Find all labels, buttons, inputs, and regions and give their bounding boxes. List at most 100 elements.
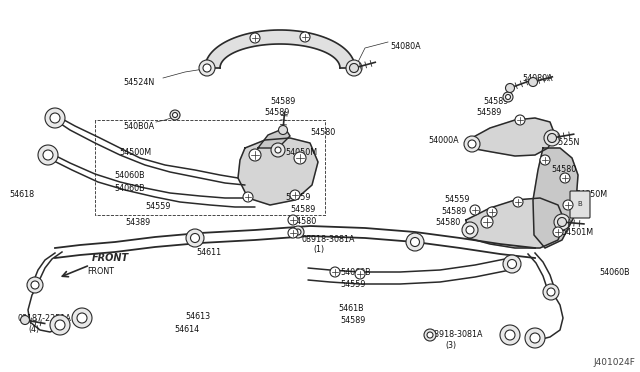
Text: (1): (1) xyxy=(313,245,324,254)
Circle shape xyxy=(77,313,87,323)
Text: 54589: 54589 xyxy=(264,108,290,117)
Text: FRONT: FRONT xyxy=(92,253,129,263)
Text: 54050M: 54050M xyxy=(575,190,607,199)
Circle shape xyxy=(557,218,566,227)
Text: 54613: 54613 xyxy=(185,312,210,321)
Text: (4): (4) xyxy=(28,325,39,334)
Circle shape xyxy=(547,288,555,296)
Circle shape xyxy=(464,136,480,152)
Circle shape xyxy=(424,329,436,341)
Circle shape xyxy=(346,60,362,76)
Text: 54559: 54559 xyxy=(445,195,470,204)
Circle shape xyxy=(558,218,566,226)
Circle shape xyxy=(43,150,53,160)
Text: 54000A: 54000A xyxy=(428,136,459,145)
Circle shape xyxy=(508,260,516,269)
Circle shape xyxy=(548,134,556,142)
Text: 54060B: 54060B xyxy=(340,268,371,277)
Circle shape xyxy=(292,226,304,238)
Circle shape xyxy=(173,112,177,118)
Circle shape xyxy=(27,277,43,293)
Text: 54060B: 54060B xyxy=(115,184,145,193)
Text: 54559: 54559 xyxy=(285,193,310,202)
Text: 54589: 54589 xyxy=(271,97,296,106)
Text: 5461B: 5461B xyxy=(338,304,364,313)
Circle shape xyxy=(481,216,493,228)
Text: 54580: 54580 xyxy=(436,218,461,227)
Text: 54080A: 54080A xyxy=(390,42,420,51)
Circle shape xyxy=(55,320,65,330)
Text: 54559: 54559 xyxy=(340,280,365,289)
Circle shape xyxy=(506,94,511,99)
Text: 54524N: 54524N xyxy=(124,78,155,87)
Text: 54618: 54618 xyxy=(9,190,34,199)
Circle shape xyxy=(278,125,287,135)
Circle shape xyxy=(186,229,204,247)
Circle shape xyxy=(547,134,557,142)
Circle shape xyxy=(515,115,525,125)
Circle shape xyxy=(38,145,58,165)
Circle shape xyxy=(249,149,261,161)
Text: 540B0A: 540B0A xyxy=(123,122,154,131)
Circle shape xyxy=(513,197,523,207)
Circle shape xyxy=(554,214,570,230)
Text: 54525N: 54525N xyxy=(548,138,579,147)
Circle shape xyxy=(530,333,540,343)
Text: 54614: 54614 xyxy=(174,325,199,334)
Circle shape xyxy=(506,83,515,93)
Circle shape xyxy=(350,64,358,72)
Circle shape xyxy=(300,32,310,42)
Circle shape xyxy=(290,190,300,200)
Circle shape xyxy=(529,77,538,87)
Circle shape xyxy=(72,308,92,328)
Polygon shape xyxy=(533,148,578,248)
Text: 08918-3081A: 08918-3081A xyxy=(430,330,483,339)
FancyBboxPatch shape xyxy=(570,191,590,218)
Circle shape xyxy=(427,332,433,338)
Circle shape xyxy=(45,108,65,128)
Circle shape xyxy=(355,269,365,279)
Circle shape xyxy=(199,60,215,76)
Text: 08187-2251A: 08187-2251A xyxy=(18,314,72,323)
Text: 54580: 54580 xyxy=(551,165,576,174)
Text: 54559: 54559 xyxy=(145,202,171,211)
Circle shape xyxy=(525,328,545,348)
Circle shape xyxy=(487,207,497,217)
Circle shape xyxy=(50,315,70,335)
Text: 54589: 54589 xyxy=(442,207,467,216)
Circle shape xyxy=(330,267,340,277)
Circle shape xyxy=(470,205,480,215)
Circle shape xyxy=(410,237,419,247)
Text: 54060B: 54060B xyxy=(115,171,145,180)
Text: 54500M: 54500M xyxy=(120,148,152,157)
Circle shape xyxy=(503,92,513,102)
Polygon shape xyxy=(466,198,565,248)
Text: 54580: 54580 xyxy=(310,128,335,137)
Circle shape xyxy=(250,33,260,43)
Circle shape xyxy=(349,64,358,73)
Polygon shape xyxy=(205,30,355,68)
Circle shape xyxy=(505,330,515,340)
Text: 54501M: 54501M xyxy=(561,228,593,237)
Text: 54580: 54580 xyxy=(291,217,316,226)
Circle shape xyxy=(462,222,478,238)
Circle shape xyxy=(563,200,573,210)
Circle shape xyxy=(288,228,298,238)
Circle shape xyxy=(543,284,559,300)
Text: 54611: 54611 xyxy=(196,248,221,257)
Circle shape xyxy=(553,227,563,237)
Circle shape xyxy=(466,226,474,234)
Text: J401024F: J401024F xyxy=(593,358,635,367)
Text: 54589: 54589 xyxy=(340,316,365,325)
Circle shape xyxy=(20,315,29,324)
Circle shape xyxy=(243,192,253,202)
Text: 54080A: 54080A xyxy=(522,74,552,83)
Text: (3): (3) xyxy=(445,341,456,350)
Circle shape xyxy=(294,152,306,164)
Polygon shape xyxy=(238,138,318,205)
Text: 54589: 54589 xyxy=(290,205,316,214)
Circle shape xyxy=(560,173,570,183)
Circle shape xyxy=(31,281,39,289)
Polygon shape xyxy=(468,118,555,156)
Text: 54060B: 54060B xyxy=(599,268,630,277)
